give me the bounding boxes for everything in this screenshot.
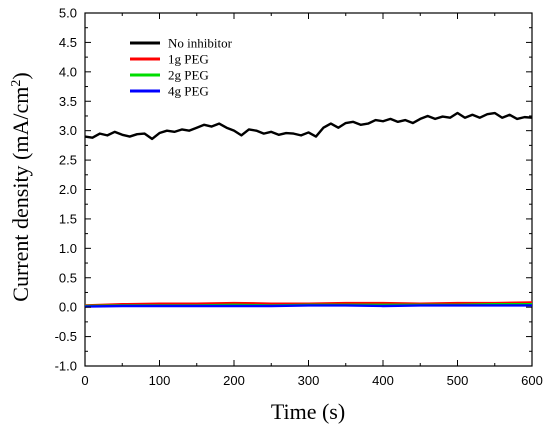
- y-tick-label: 0.0: [59, 300, 77, 315]
- y-tick-label: 4.5: [59, 35, 77, 50]
- series-line-no-inhibitor: [84, 111, 533, 141]
- y-tick-label: 1.0: [59, 241, 77, 256]
- series-line-4g-peg: [84, 304, 532, 308]
- axes-layer: -1.0 -0.5 0.0 0.5 1.0 1.5 2.0 2.5 3.0 3.5 4.0 4.5 5.…: [55, 6, 543, 389]
- x-tick-label: 300: [298, 373, 320, 388]
- y-tick-label: 4.0: [59, 64, 77, 79]
- legend-label-no-inhibitor: No inhibitor: [168, 36, 233, 51]
- x-tick-label: 100: [149, 373, 171, 388]
- x-tick-label: 600: [521, 373, 543, 388]
- plot-area: [84, 12, 533, 367]
- y-tick-label: 3.5: [59, 94, 77, 109]
- y-axis-title: Current density (mA/cm2): [8, 72, 33, 301]
- y-tick-label: 0.5: [59, 270, 77, 285]
- x-axis-title: Time (s): [271, 399, 345, 424]
- y-tick-label: 1.5: [59, 211, 77, 226]
- legend-label-2g-peg: 2g PEG: [168, 68, 209, 83]
- y-tick-label: 3.0: [59, 123, 77, 138]
- y-tick-label: 5.0: [59, 6, 77, 21]
- y-axis-title-main: Current density (mA/cm: [8, 87, 33, 302]
- legend-label-4g-peg: 4g PEG: [168, 84, 209, 99]
- y-axis-title-close: ): [8, 72, 33, 79]
- x-tick-label: 400: [372, 373, 394, 388]
- series-layer: [84, 111, 533, 308]
- y-tick-label: 2.0: [59, 182, 77, 197]
- y-axis-title-superscript: 2: [9, 80, 24, 87]
- x-tick-label: 0: [81, 373, 88, 388]
- x-tick-label: 200: [223, 373, 245, 388]
- plot-frame: [84, 12, 533, 367]
- y-tick-label: -0.5: [55, 329, 77, 344]
- y-tick-label: 2.5: [59, 153, 77, 168]
- y-tick-label: -1.0: [55, 359, 77, 374]
- x-tick-label: 500: [447, 373, 469, 388]
- legend-label-1g-peg: 1g PEG: [168, 52, 209, 67]
